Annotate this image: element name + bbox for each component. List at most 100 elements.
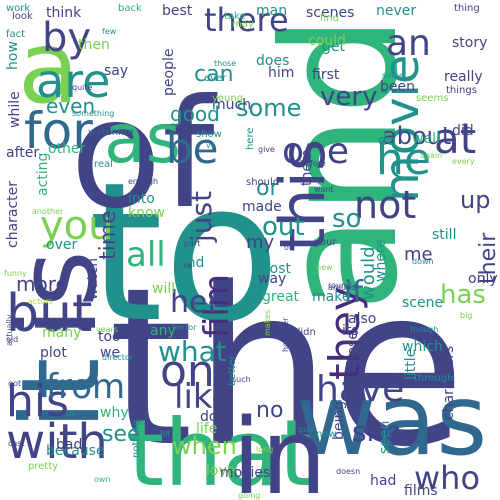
word-no: no <box>256 398 284 423</box>
word-never: never <box>376 3 417 19</box>
word-do: do <box>378 133 396 149</box>
word-own: own <box>94 475 111 484</box>
word-for: for <box>24 102 93 160</box>
word-years: years <box>96 325 119 334</box>
word-us: us <box>66 409 76 418</box>
word-out: out <box>262 212 305 242</box>
word-of: of <box>70 68 215 242</box>
word-old: old <box>6 335 19 344</box>
word-few: few <box>102 27 117 36</box>
word-story: story <box>452 35 488 51</box>
word-get: get <box>322 39 345 55</box>
word-me: me <box>404 244 433 265</box>
word-better: better <box>227 355 238 386</box>
word-from: from <box>46 367 126 407</box>
word-every: every <box>452 157 475 166</box>
word-him: him <box>268 65 295 81</box>
word-which: which <box>402 339 443 355</box>
word-will: will <box>152 281 176 297</box>
word-if: if <box>344 275 363 310</box>
word-same: same <box>382 71 404 80</box>
word-though: though <box>410 325 439 334</box>
word-had: had <box>370 473 397 489</box>
word-thing: thing <box>454 3 480 14</box>
word-way: way <box>258 271 287 287</box>
word-real: real <box>94 159 113 170</box>
word-think: think <box>46 5 82 21</box>
word-into: into <box>128 191 155 207</box>
word-more: more <box>16 272 68 296</box>
word-funny: funny <box>4 269 27 278</box>
word-again: again <box>420 151 443 160</box>
word-after: after <box>6 145 40 161</box>
word-scene: scene <box>402 295 444 311</box>
word-your: your <box>314 237 337 248</box>
word-by: by <box>42 15 92 61</box>
word-in: in <box>232 396 327 500</box>
word-have: have <box>316 369 405 410</box>
word-two: two <box>135 342 151 368</box>
word-going: going <box>238 491 261 500</box>
word-fact: fact <box>6 29 26 40</box>
word-any: any <box>150 323 176 339</box>
word-at: at <box>434 114 477 163</box>
word-really: really <box>444 69 483 85</box>
word-here: here <box>245 127 256 150</box>
word-who: who <box>414 459 481 497</box>
word-too: too <box>98 329 121 345</box>
word-time: time <box>96 210 121 260</box>
word-we: we <box>100 345 121 361</box>
word-to: to <box>88 142 281 365</box>
word-life: life <box>196 421 218 437</box>
word-see: see <box>102 422 141 447</box>
word-music: music <box>130 217 160 228</box>
word-how: how <box>5 41 21 70</box>
word-man: man <box>256 3 288 19</box>
word-be: be <box>166 124 219 173</box>
word-horror: horror <box>172 323 197 332</box>
word-look: look <box>12 11 33 22</box>
word-while: while <box>7 91 23 128</box>
word-long: long <box>256 445 274 454</box>
word-however: however <box>281 317 290 352</box>
word-then: then <box>78 37 110 53</box>
word-watch: watch <box>85 257 101 300</box>
word-people: people <box>161 48 177 96</box>
word-may: may <box>232 19 254 30</box>
word-nothing: nothing <box>131 419 142 458</box>
word-ever: ever <box>204 73 227 84</box>
word-there: there <box>204 1 289 39</box>
word-much: much <box>212 97 252 113</box>
word-things: things <box>446 85 477 96</box>
word-plot: plot <box>40 345 67 361</box>
word-scenes: scenes <box>306 5 355 21</box>
word-could: could <box>308 33 346 49</box>
word-only: only <box>468 271 498 287</box>
word-didn: didn <box>294 327 316 338</box>
word-or: or <box>256 176 279 201</box>
word-many: many <box>42 325 82 341</box>
word-where: where <box>373 239 389 282</box>
word-something: something <box>72 109 115 118</box>
word-even: even <box>46 94 96 118</box>
word-my: my <box>246 232 275 253</box>
word-why: why <box>100 405 129 421</box>
word-most: most <box>256 261 291 277</box>
word-about: about <box>382 122 452 150</box>
word-as: as <box>104 100 182 179</box>
word-down: down <box>412 257 434 266</box>
word-can: can <box>194 62 234 87</box>
word-now: now <box>316 429 337 440</box>
word-say: say <box>104 63 129 79</box>
word-best: best <box>162 3 193 19</box>
word-good: good <box>170 102 220 126</box>
word-director: director <box>102 353 134 362</box>
word-young: young <box>212 93 244 104</box>
word-some: some <box>236 94 302 122</box>
word-around: around <box>328 283 357 292</box>
word-up: up <box>460 186 491 214</box>
word-makes: makes <box>263 309 272 336</box>
word-he: he <box>376 134 431 185</box>
word-got: got <box>8 379 22 388</box>
